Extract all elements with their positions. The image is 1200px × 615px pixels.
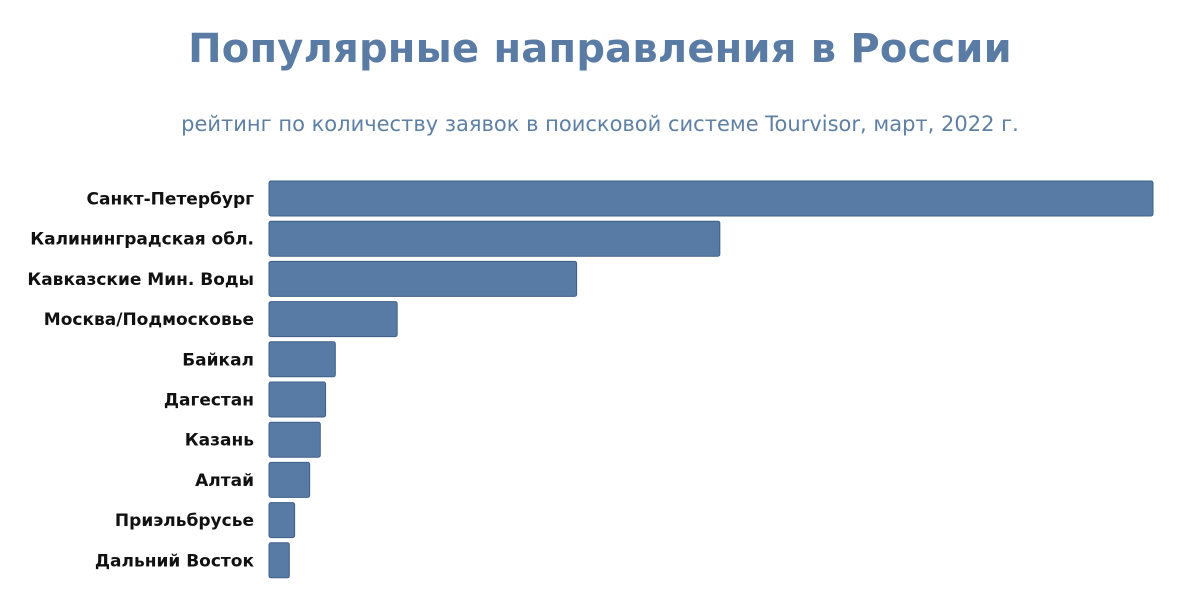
category-label: Дальний Восток bbox=[95, 551, 255, 571]
category-label: Москва/Подмосковье bbox=[44, 310, 254, 330]
bar bbox=[268, 461, 311, 498]
bar bbox=[268, 542, 290, 579]
category-label: Приэльбрусье bbox=[115, 511, 254, 531]
bar bbox=[268, 421, 321, 458]
bar bbox=[268, 502, 296, 539]
category-label: Дагестан bbox=[164, 391, 254, 411]
bar bbox=[268, 341, 336, 378]
bar bbox=[268, 260, 578, 297]
chart-title: Популярные направления в России bbox=[188, 26, 1012, 72]
bar bbox=[268, 381, 327, 418]
category-label: Алтай bbox=[195, 471, 254, 491]
bar bbox=[268, 301, 398, 338]
category-label: Кавказские Мин. Воды bbox=[27, 270, 254, 290]
category-label: Санкт-Петербург bbox=[87, 190, 255, 210]
chart-subtitle: рейтинг по количеству заявок в поисковой… bbox=[181, 112, 1019, 136]
category-label: Калининградская обл. bbox=[30, 230, 254, 250]
bar bbox=[268, 180, 1154, 217]
category-label: Байкал bbox=[182, 350, 254, 370]
bar bbox=[268, 220, 721, 257]
category-label: Казань bbox=[185, 431, 254, 451]
